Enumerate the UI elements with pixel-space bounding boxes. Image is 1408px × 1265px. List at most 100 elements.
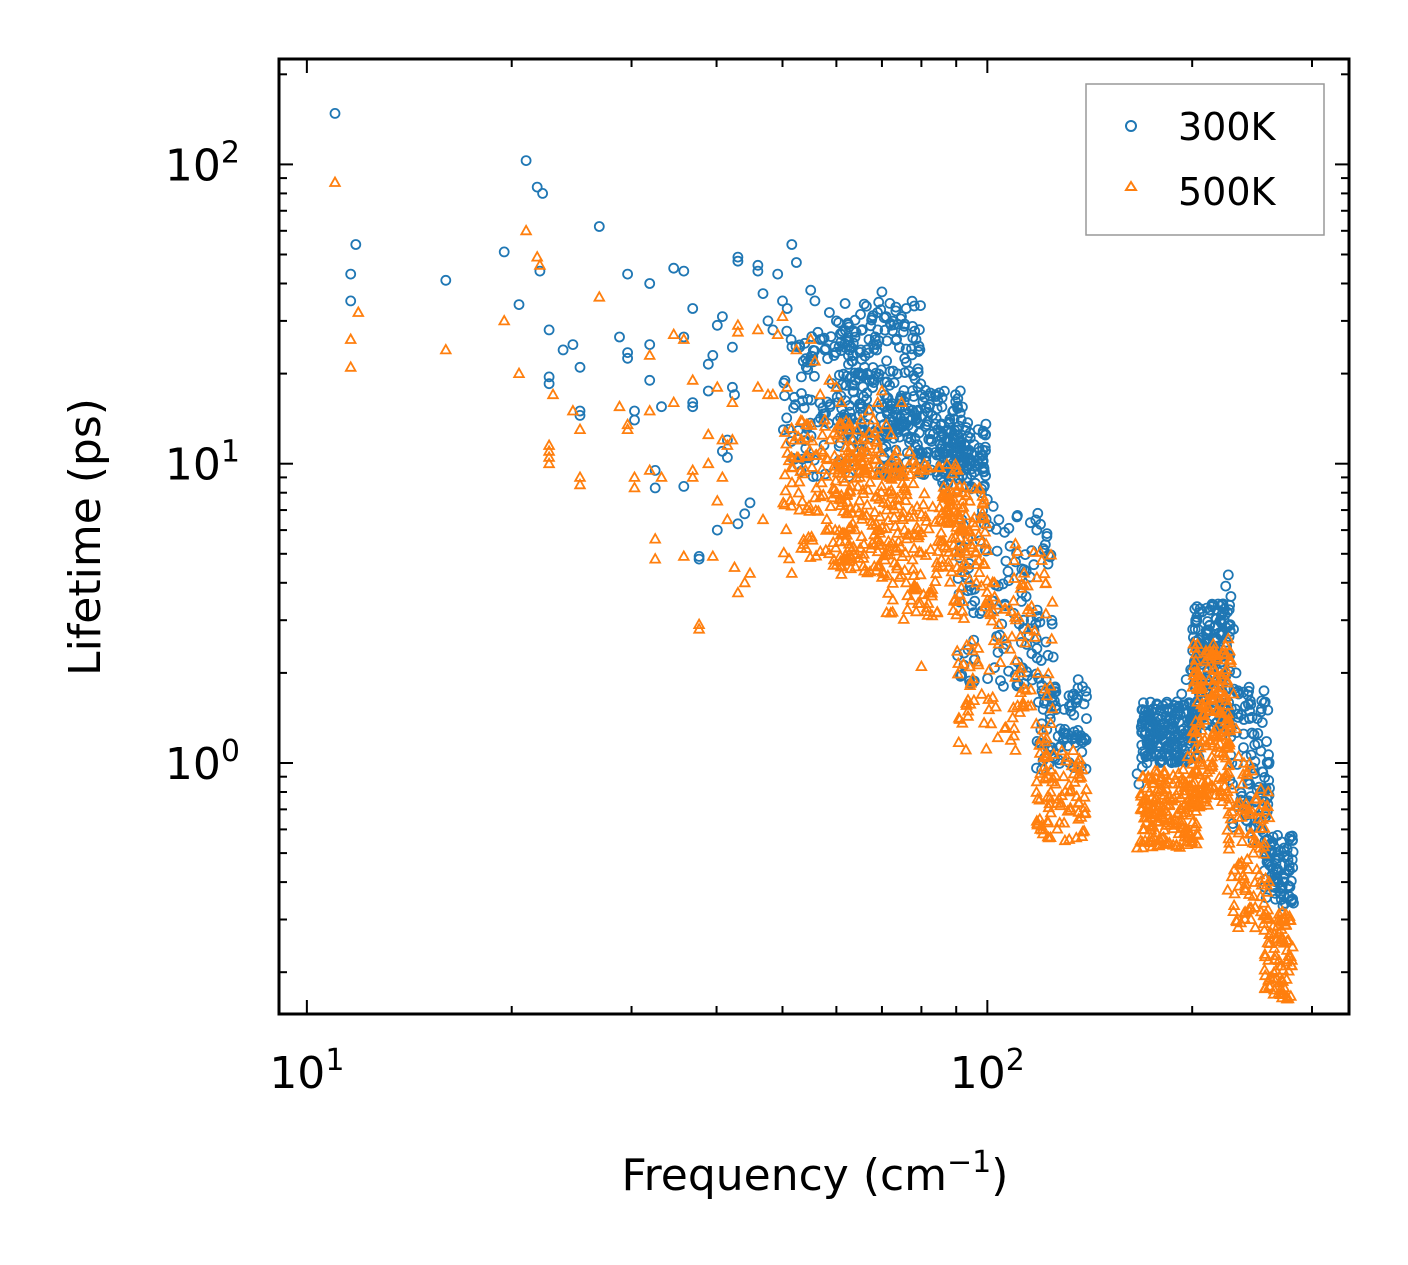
data-point-300k bbox=[1287, 893, 1299, 905]
data-point-500k bbox=[667, 327, 681, 339]
data-point-500k bbox=[816, 488, 830, 500]
data-point-500k bbox=[1150, 764, 1164, 777]
data-point-300k bbox=[772, 268, 784, 280]
data-point-500k bbox=[975, 687, 989, 699]
data-point-500k bbox=[1258, 963, 1271, 975]
data-point-500k bbox=[960, 488, 974, 501]
data-point-500k bbox=[942, 555, 955, 567]
data-point-300k bbox=[995, 675, 1006, 687]
data-point-500k bbox=[1028, 630, 1041, 642]
data-point-500k bbox=[844, 561, 858, 574]
data-point-300k bbox=[781, 412, 793, 424]
data-point-500k bbox=[1242, 802, 1255, 814]
data-point-300k bbox=[1077, 736, 1089, 748]
axis-ticks bbox=[279, 59, 1349, 1014]
data-point-500k bbox=[792, 486, 805, 498]
data-point-300k bbox=[711, 524, 723, 536]
data-point-500k bbox=[952, 546, 966, 558]
data-point-500k bbox=[1232, 869, 1245, 881]
data-point-500k bbox=[686, 470, 700, 482]
data-point-500k bbox=[844, 479, 858, 491]
data-point-300k bbox=[678, 265, 690, 277]
data-point-300k bbox=[868, 377, 880, 389]
data-point-300k bbox=[629, 414, 640, 426]
data-point-500k bbox=[706, 549, 720, 561]
data-point-300k bbox=[1252, 728, 1264, 739]
data-point-500k bbox=[751, 323, 765, 335]
data-point-500k bbox=[977, 716, 991, 728]
data-point-500k bbox=[1223, 644, 1237, 656]
data-point-300k bbox=[999, 600, 1011, 612]
data-point-500k bbox=[960, 547, 974, 559]
data-point-300k bbox=[907, 413, 918, 424]
data-point-500k bbox=[1280, 972, 1293, 984]
series-500k bbox=[328, 175, 1299, 1004]
data-point-500k bbox=[959, 508, 973, 521]
data-point-300k bbox=[964, 675, 975, 687]
data-point-300k bbox=[1031, 524, 1043, 536]
data-point-300k bbox=[329, 108, 341, 119]
data-point-500k bbox=[1044, 806, 1058, 818]
data-point-500k bbox=[903, 444, 917, 457]
data-point-300k bbox=[1263, 775, 1275, 786]
data-point-300k bbox=[1224, 599, 1235, 611]
data-point-300k bbox=[924, 428, 936, 440]
data-point-500k bbox=[1258, 821, 1271, 833]
data-point-300k bbox=[849, 314, 861, 326]
data-point-500k bbox=[838, 534, 852, 546]
data-point-500k bbox=[1038, 771, 1052, 783]
data-point-500k bbox=[942, 545, 956, 557]
data-point-300k bbox=[520, 155, 532, 167]
data-point-500k bbox=[1220, 741, 1234, 753]
data-point-300k bbox=[1071, 692, 1082, 704]
data-point-300k bbox=[1034, 616, 1046, 628]
data-point-500k bbox=[873, 509, 887, 522]
data-point-500k bbox=[1005, 630, 1019, 642]
data-point-500k bbox=[1073, 752, 1086, 764]
data-point-300k bbox=[687, 397, 699, 409]
data-point-500k bbox=[893, 458, 907, 470]
data-point-300k bbox=[980, 470, 991, 482]
data-point-500k bbox=[1036, 723, 1050, 735]
data-point-300k bbox=[906, 295, 918, 307]
data-point-300k bbox=[1176, 688, 1188, 700]
data-point-500k bbox=[1072, 812, 1085, 824]
data-point-500k bbox=[911, 531, 925, 543]
data-point-500k bbox=[957, 480, 971, 492]
data-point-300k bbox=[974, 608, 986, 619]
data-point-300k bbox=[622, 268, 633, 280]
data-point-500k bbox=[1260, 878, 1274, 890]
data-point-500k bbox=[1213, 788, 1227, 800]
data-point-500k bbox=[866, 518, 879, 530]
data-point-500k bbox=[989, 700, 1003, 712]
data-point-500k bbox=[677, 549, 691, 561]
legend-label-300k: 300K bbox=[1178, 105, 1277, 149]
data-point-500k bbox=[847, 547, 861, 559]
data-point-500k bbox=[1040, 746, 1053, 759]
data-point-500k bbox=[1177, 826, 1191, 838]
data-point-500k bbox=[1232, 879, 1246, 891]
data-point-300k bbox=[1264, 859, 1275, 871]
data-point-500k bbox=[1057, 816, 1071, 828]
data-point-500k bbox=[542, 450, 556, 462]
data-point-500k bbox=[829, 541, 843, 553]
data-point-500k bbox=[1021, 622, 1035, 634]
data-point-300k bbox=[887, 325, 898, 337]
data-point-500k bbox=[785, 421, 798, 433]
data-point-500k bbox=[796, 467, 810, 479]
data-point-500k bbox=[781, 446, 794, 458]
data-point-300k bbox=[629, 405, 640, 417]
data-point-500k bbox=[935, 514, 949, 527]
data-point-500k bbox=[1008, 670, 1022, 682]
data-point-300k bbox=[1200, 625, 1212, 637]
plot-points bbox=[328, 108, 1299, 1004]
data-point-500k bbox=[1196, 758, 1210, 770]
data-point-500k bbox=[1031, 791, 1045, 804]
data-point-500k bbox=[1189, 665, 1203, 677]
data-point-500k bbox=[1196, 696, 1209, 709]
data-point-500k bbox=[899, 575, 913, 588]
data-point-500k bbox=[1138, 833, 1152, 846]
data-point-300k bbox=[1144, 728, 1156, 740]
data-point-300k bbox=[907, 320, 918, 332]
data-point-500k bbox=[1240, 852, 1254, 864]
